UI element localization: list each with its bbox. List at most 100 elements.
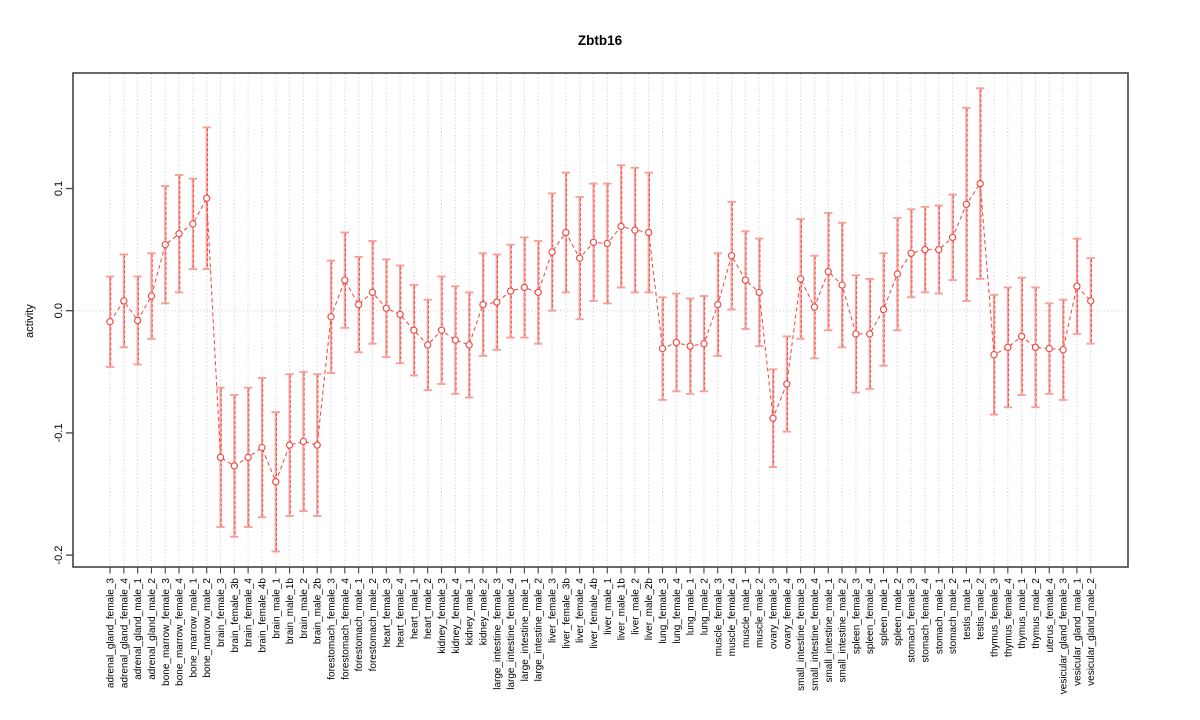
data-point [465, 341, 473, 349]
data-point [866, 330, 874, 338]
x-tick-label: thymus_female_3 [990, 578, 1001, 657]
data-point [1031, 343, 1040, 352]
data-point [921, 245, 929, 254]
x-tick-label: brain_female_4b [257, 578, 268, 653]
x-tick-label: liver_male_1b [617, 578, 628, 641]
x-tick-label: vesicular_gland_female_3 [1059, 578, 1070, 695]
data-point [796, 275, 805, 283]
x-tick-label: brain_male_2b [313, 578, 324, 645]
x-tick-label: small_intestine_male_1 [824, 578, 835, 683]
data-point [161, 241, 169, 249]
data-point [935, 245, 943, 254]
x-tick-label: testis_male_1 [962, 578, 973, 640]
plot-frame [72, 72, 1129, 568]
y-tick-label: 0.0 [53, 303, 65, 318]
data-point [120, 297, 128, 305]
data-point [893, 270, 901, 278]
data-point [189, 220, 197, 228]
x-tick-label: vesicular_gland_male_1 [1072, 578, 1083, 686]
data-point [548, 248, 556, 256]
y-tick-label: -0.2 [53, 546, 65, 565]
x-tick-label: forestomach_male_1 [354, 578, 365, 672]
data-point [783, 380, 791, 388]
x-tick-label: spleen_male_2 [893, 578, 904, 646]
x-tick-label: adrenal_gland_male_2 [147, 578, 158, 680]
x-tick-label: large_intestine_male_1 [520, 578, 531, 682]
x-tick-label: adrenal_gland_male_1 [133, 578, 144, 680]
x-tick-label: lung_male_1 [686, 578, 697, 636]
data-point [230, 462, 238, 470]
x-tick-label: stomach_female_3 [907, 578, 918, 663]
data-point [1059, 346, 1067, 354]
data-point [520, 283, 529, 292]
x-tick-label: brain_female_3 [216, 578, 227, 647]
data-point [824, 267, 832, 276]
data-point [534, 288, 542, 297]
x-tick-label: liver_female_3 [548, 578, 559, 643]
data-point [106, 318, 114, 326]
x-tick-label: spleen_female_3 [851, 578, 862, 655]
series-line [109, 182, 1092, 484]
data-point [341, 276, 349, 284]
data-point [562, 228, 570, 237]
data-point [147, 292, 156, 300]
x-tick-label: forestomach_female_3 [327, 578, 338, 680]
data-point [631, 226, 639, 234]
x-tick-label: vesicular_gland_male_2 [1086, 578, 1097, 686]
data-point [617, 222, 625, 231]
x-tick-label: uterus_female_4 [1045, 578, 1056, 653]
x-tick-label: testis_male_2 [976, 578, 987, 640]
data-point [948, 233, 957, 242]
data-point [493, 298, 501, 306]
x-tick-label: liver_male_2 [630, 578, 641, 635]
data-point [603, 239, 611, 248]
data-point [714, 300, 722, 309]
data-point [313, 441, 321, 449]
x-tick-label: muscle_male_2 [755, 578, 766, 648]
data-point [1004, 343, 1012, 352]
data-point [727, 252, 736, 260]
data-point [479, 300, 487, 309]
y-tick-label: -0.1 [53, 423, 65, 442]
data-point [133, 316, 142, 325]
data-point [589, 238, 598, 246]
x-tick-label: thymus_male_1 [1017, 578, 1028, 649]
x-tick-label: large_intestine_male_2 [534, 578, 545, 682]
data-point [506, 287, 515, 295]
data-point [203, 194, 211, 202]
x-tick-label: spleen_female_4 [865, 578, 876, 655]
x-tick-label: kidney_female_4 [451, 578, 462, 654]
data-point [175, 230, 183, 238]
x-tick-label: heart_female_3 [382, 578, 393, 648]
data-point [272, 478, 280, 486]
x-tick-label: large_intestine_female_3 [492, 578, 503, 690]
x-tick-label: muscle_male_1 [741, 578, 752, 648]
y-tick-label: 0.1 [53, 181, 65, 196]
data-point [962, 200, 971, 209]
x-tick-label: small_intestine_female_4 [810, 578, 821, 691]
data-point [354, 300, 363, 309]
x-tick-label: kidney_male_1 [465, 578, 476, 646]
x-tick-label: brain_male_1 [271, 578, 282, 639]
x-tick-label: adrenal_gland_female_3 [106, 578, 117, 689]
data-point [990, 351, 998, 359]
x-tick-label: liver_female_4 [575, 578, 586, 643]
x-tick-label: liver_female_4b [589, 578, 600, 649]
data-point [299, 437, 308, 446]
data-point [396, 310, 404, 319]
x-tick-label: kidney_male_2 [478, 578, 489, 646]
data-point [879, 305, 888, 314]
x-tick-label: thymus_female_4 [1003, 578, 1014, 657]
x-tick-label: ovary_female_3 [769, 578, 780, 650]
x-tick-label: heart_male_2 [423, 578, 434, 640]
x-tick-label: heart_male_1 [409, 578, 420, 640]
data-point [810, 303, 819, 311]
data-point [1087, 297, 1095, 305]
x-tick-label: liver_male_2b [644, 578, 655, 641]
x-tick-label: bone_marrow_female_4 [175, 578, 186, 686]
data-point [451, 336, 459, 344]
x-tick-label: adrenal_gland_female_4 [119, 578, 130, 689]
x-tick-label: ovary_female_4 [782, 578, 793, 650]
x-tick-label: small_intestine_male_2 [838, 578, 849, 683]
